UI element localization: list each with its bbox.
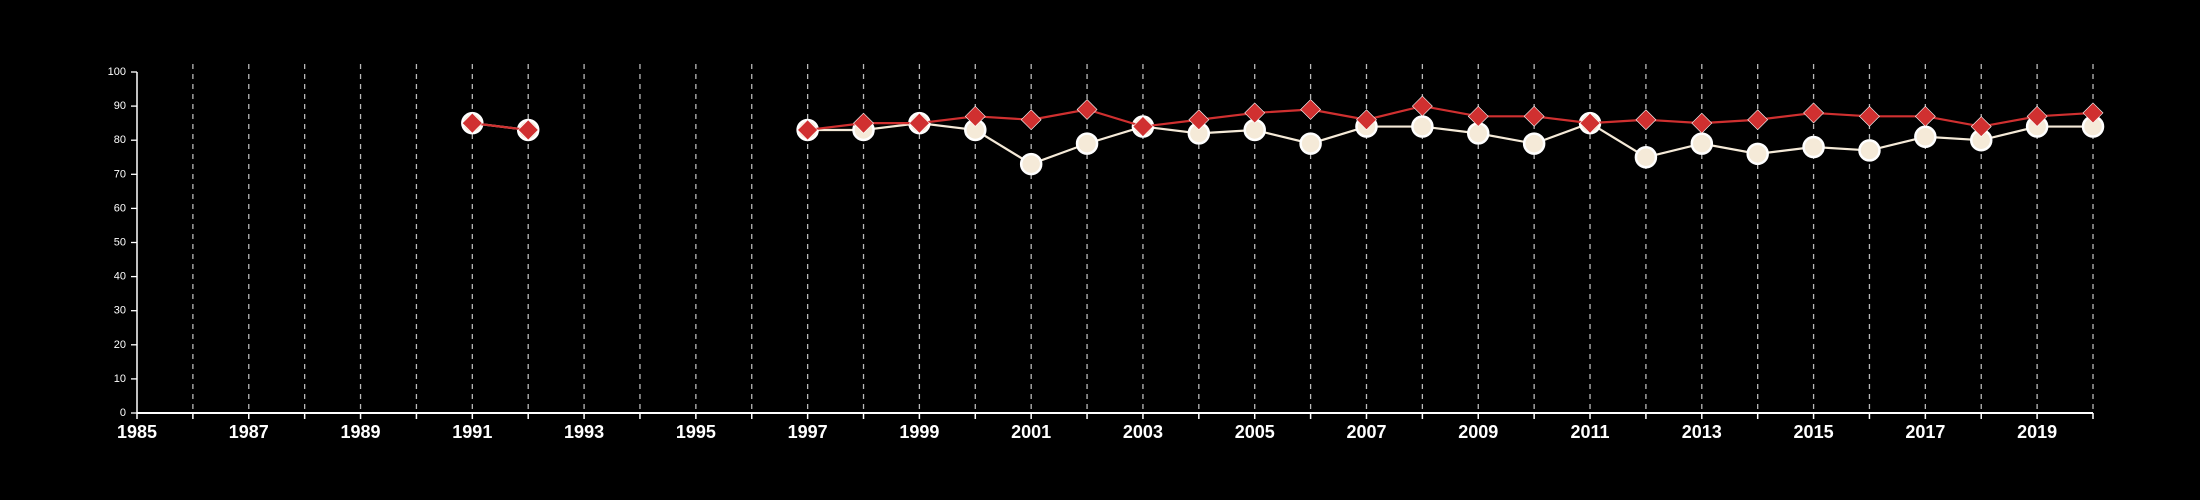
data-point — [1858, 139, 1881, 162]
series — [461, 95, 2105, 176]
data-point — [1132, 116, 1154, 137]
y-tick-label: 60 — [114, 202, 126, 214]
x-axis-ticks: 1985 1987 1989 1991 1993 1995 1997 1999 2001 2003… — [117, 413, 2094, 442]
data-point — [1300, 99, 1322, 120]
x-tick-label: 1997 — [788, 422, 828, 442]
data-point — [1802, 135, 1825, 159]
y-axis-ticks: 0 10 20 30 40 50 60 70 80 90 100 — [108, 66, 137, 419]
series-line — [807, 104, 2094, 132]
x-tick-label: 2001 — [1011, 422, 1051, 442]
x-tick-label: 2015 — [1794, 422, 1834, 442]
y-tick-label: 100 — [108, 66, 126, 78]
data-point — [1522, 132, 1546, 155]
x-tick-label: 1989 — [341, 422, 381, 442]
x-tick-label: 2019 — [2017, 422, 2057, 442]
data-point — [1634, 146, 1658, 169]
data-point — [1523, 105, 1545, 127]
x-tick-label: 1985 — [117, 422, 157, 442]
data-point — [1579, 112, 1601, 134]
data-point — [908, 112, 930, 134]
data-point — [1747, 109, 1769, 131]
y-tick-label: 0 — [120, 407, 126, 419]
data-point — [2026, 105, 2048, 127]
x-tick-label: 2009 — [1458, 422, 1498, 442]
data-point — [461, 112, 483, 134]
y-tick-label: 30 — [114, 305, 126, 317]
x-tick-label: 1999 — [899, 422, 939, 442]
x-tick-label: 2017 — [1905, 422, 1945, 442]
data-point — [1019, 152, 1043, 176]
y-tick-label: 10 — [114, 373, 126, 385]
data-point — [853, 112, 874, 134]
data-point — [1411, 115, 1434, 138]
vertical-grid — [192, 64, 2094, 413]
data-point — [1746, 142, 1769, 166]
data-point — [2082, 102, 2104, 124]
x-tick-label: 2011 — [1570, 422, 1609, 442]
data-point — [1244, 102, 1266, 124]
data-point — [1691, 112, 1713, 134]
data-point — [797, 119, 819, 141]
y-tick-label: 40 — [114, 271, 126, 283]
y-tick-label: 20 — [114, 339, 126, 351]
data-point — [964, 105, 986, 127]
data-point — [1075, 132, 1099, 155]
x-tick-label: 2005 — [1235, 422, 1275, 442]
data-point — [1411, 95, 1433, 117]
y-tick-label: 90 — [114, 100, 126, 112]
x-tick-label: 1993 — [564, 422, 604, 442]
data-point — [1914, 125, 1937, 149]
series-line — [472, 122, 529, 132]
data-point — [1690, 132, 1714, 155]
data-point — [1188, 109, 1210, 131]
axes: 1985 1987 1989 1991 1993 1995 1997 1999 2001 2003… — [108, 66, 2094, 442]
data-point — [1635, 109, 1657, 131]
series-1 — [461, 111, 2105, 176]
y-tick-label: 50 — [114, 237, 126, 249]
data-point — [1970, 116, 1992, 137]
data-point — [1859, 105, 1880, 127]
x-tick-label: 2007 — [1346, 422, 1386, 442]
data-point — [1356, 109, 1377, 131]
data-point — [517, 119, 539, 141]
data-point — [1803, 102, 1824, 124]
x-tick-label: 1991 — [452, 422, 492, 442]
data-point — [1467, 105, 1489, 127]
data-point — [1020, 109, 1042, 131]
data-point — [1076, 99, 1098, 120]
series-2 — [461, 95, 2104, 141]
data-point — [1299, 132, 1322, 155]
y-tick-label: 70 — [114, 168, 126, 180]
x-tick-label: 1987 — [229, 422, 269, 442]
x-tick-label: 1995 — [676, 422, 716, 442]
series-line — [807, 121, 2093, 166]
data-point — [1914, 105, 1936, 127]
y-tick-label: 80 — [114, 134, 126, 146]
x-tick-label: 2003 — [1123, 422, 1163, 442]
x-tick-label: 2013 — [1682, 422, 1722, 442]
